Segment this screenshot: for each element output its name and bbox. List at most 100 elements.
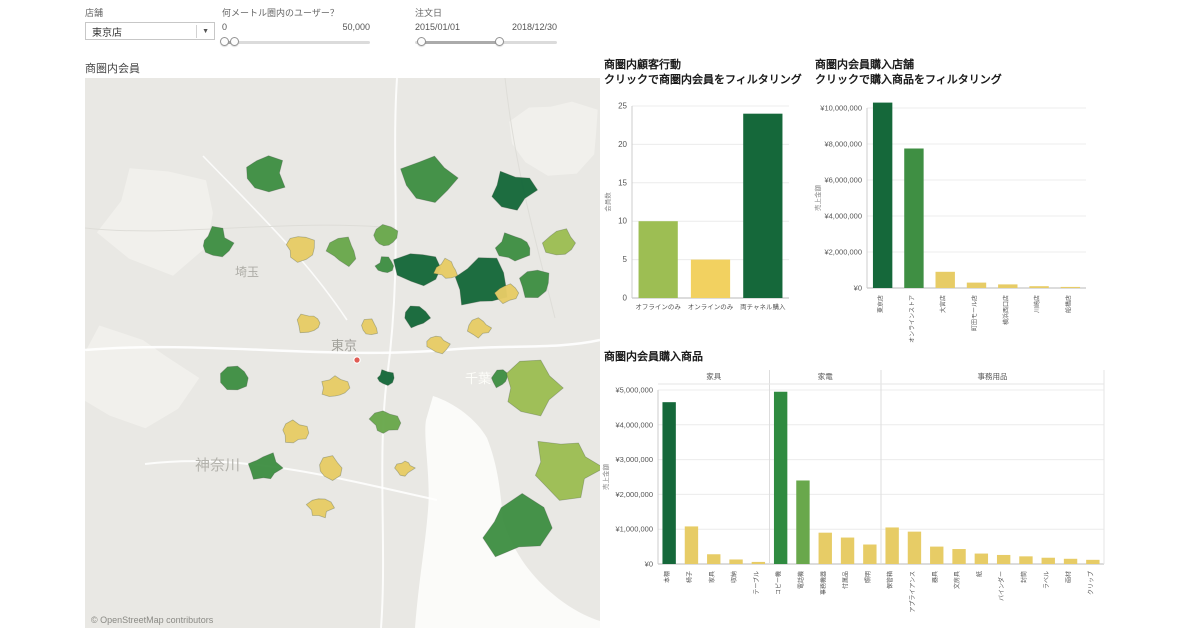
order-date-start-value: 2015/01/01 (415, 22, 461, 32)
road (144, 460, 438, 501)
x-tick-label: 椅子 (685, 571, 693, 583)
bar[interactable] (684, 526, 699, 564)
map-member-region[interactable] (541, 228, 576, 256)
bar[interactable] (1029, 286, 1049, 288)
order-date-slider-handle-start[interactable] (417, 37, 426, 46)
y-tick-label: ¥0 (854, 284, 862, 293)
bar[interactable] (1086, 559, 1100, 564)
map-member-region[interactable] (393, 253, 442, 287)
order-date-filter-label: 注文日 (415, 8, 443, 18)
map-member-region[interactable] (466, 317, 493, 339)
x-tick-label: 家具 (708, 571, 716, 583)
bar[interactable] (796, 480, 810, 564)
map-member-region[interactable] (374, 256, 395, 274)
x-tick-label: 器具 (932, 571, 939, 583)
bar[interactable] (966, 282, 987, 288)
map-member-region[interactable] (296, 313, 321, 334)
store-select-value: 東京店 (92, 27, 122, 39)
map-member-region[interactable] (285, 236, 315, 263)
map-member-region[interactable] (491, 369, 508, 389)
order-date-slider-handle-end[interactable] (495, 37, 504, 46)
group-header: 事務用品 (978, 371, 1008, 381)
bar[interactable] (974, 553, 989, 564)
x-tick-label: ラベル (1043, 571, 1050, 589)
x-tick-label: 東京店 (877, 295, 885, 313)
map-member-region[interactable] (534, 440, 605, 501)
map-member-region[interactable] (491, 170, 538, 211)
bar[interactable] (998, 284, 1018, 288)
map-member-region[interactable] (321, 375, 351, 397)
bar[interactable] (638, 221, 678, 298)
bar[interactable] (1060, 286, 1081, 288)
map-member-region[interactable] (394, 460, 416, 477)
bar[interactable] (1063, 558, 1078, 564)
map-member-region[interactable] (400, 155, 459, 203)
radius-slider-track[interactable] (220, 37, 370, 46)
bar[interactable] (840, 537, 855, 564)
map-attribution[interactable]: © OpenStreetMap contributors (91, 615, 214, 625)
bar[interactable] (996, 554, 1011, 564)
map-member-region[interactable] (220, 365, 249, 391)
y-tick-label: ¥5,000,000 (615, 386, 653, 395)
map-member-region[interactable] (482, 493, 553, 558)
bar[interactable] (935, 271, 955, 288)
bar[interactable] (872, 102, 893, 288)
map-member-region[interactable] (368, 410, 402, 434)
store-filter: 店舗 東京店 ▼ (85, 6, 215, 40)
x-tick-label: 照明 (865, 571, 872, 583)
map-member-region[interactable] (519, 269, 550, 299)
products-chart-title: 商圏内会員購入商品 (604, 350, 703, 365)
x-tick-label: 紙 (975, 571, 983, 577)
x-tick-label: 両チャネル購入 (740, 302, 786, 311)
y-tick-label: 25 (618, 102, 627, 111)
bar[interactable] (751, 561, 766, 564)
order-date-end-value: 2018/12/30 (511, 22, 557, 32)
radius-slider-handle-max[interactable] (230, 37, 239, 46)
map-member-region[interactable] (454, 257, 508, 306)
bar[interactable] (818, 532, 832, 564)
bar[interactable] (729, 559, 743, 564)
trade-area-map: 埼玉 東京 千葉 神奈川 © OpenStreetMap contributor… (76, 77, 605, 629)
bar[interactable] (907, 531, 922, 564)
y-tick-label: 20 (618, 140, 627, 149)
map-member-region[interactable] (305, 498, 335, 519)
map-member-region[interactable] (247, 452, 284, 480)
map-member-region[interactable] (404, 305, 432, 329)
bar[interactable] (863, 544, 877, 564)
bar[interactable] (743, 113, 783, 299)
map-member-region[interactable] (494, 232, 531, 262)
y-axis-label: 会員数 (603, 192, 612, 212)
map-member-region[interactable] (282, 419, 310, 444)
bar[interactable] (930, 546, 944, 564)
map-member-region[interactable] (376, 369, 395, 386)
bar[interactable] (1041, 557, 1055, 564)
radius-slider-handle-min[interactable] (220, 37, 229, 46)
bar[interactable] (707, 554, 721, 564)
map-member-region[interactable] (202, 225, 235, 258)
x-tick-label: バインダー (998, 571, 1006, 601)
map-member-region[interactable] (373, 224, 399, 247)
order-date-slider-track[interactable] (415, 37, 557, 46)
map-member-region[interactable] (506, 359, 564, 417)
bar[interactable] (885, 527, 899, 564)
bar[interactable] (904, 148, 924, 289)
y-tick-label: ¥4,000,000 (615, 420, 653, 429)
road (202, 155, 348, 321)
radius-filter-label: 何メートル圏内のユーザー？ (222, 8, 339, 18)
bar[interactable] (952, 549, 966, 564)
map-member-region[interactable] (426, 335, 451, 355)
stores-chart-title-line1: 商圏内会員購入店舗 (815, 59, 914, 71)
map-member-region[interactable] (494, 283, 520, 305)
map-member-region[interactable] (319, 455, 343, 481)
map-member-region[interactable] (246, 155, 286, 193)
bar[interactable] (1019, 556, 1033, 564)
y-tick-label: 0 (623, 294, 628, 303)
bar[interactable] (773, 391, 788, 564)
map-member-region[interactable] (325, 236, 357, 268)
map-member-region[interactable] (433, 257, 459, 279)
store-location-marker[interactable] (353, 356, 361, 364)
map-member-region[interactable] (361, 318, 378, 336)
store-select[interactable]: 東京店 ▼ (85, 22, 215, 40)
bar[interactable] (690, 259, 731, 298)
bar[interactable] (662, 402, 676, 564)
